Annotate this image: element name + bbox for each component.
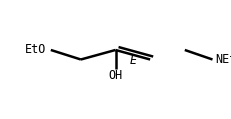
Text: OH: OH	[108, 69, 123, 82]
Text: E: E	[129, 54, 136, 67]
Text: NEt: NEt	[215, 53, 231, 66]
Text: EtO: EtO	[25, 43, 46, 57]
